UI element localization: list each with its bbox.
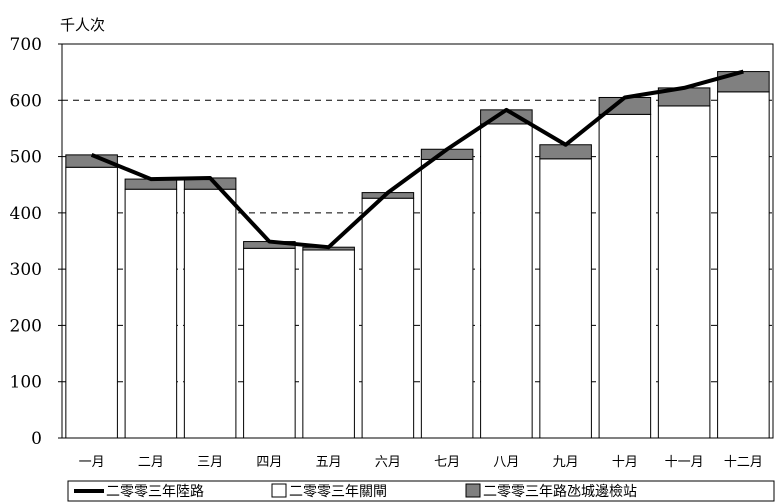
line-series: [90, 69, 744, 250]
y-unit-label: 千人次: [60, 16, 105, 34]
y-tick-label: 700: [10, 35, 42, 55]
x-tick-label: 五月: [316, 455, 342, 470]
y-tick-label: 0: [31, 429, 42, 449]
bar-segment-kwan-iam: [657, 105, 711, 439]
bar-segment-kwan-iam: [65, 166, 118, 439]
bar-segment-kwan-iam: [598, 113, 652, 439]
bar-segment-kwan-iam: [124, 188, 178, 439]
bars: [65, 71, 770, 439]
y-axis-ticks: 0 100 200 300 400 500 600 700: [10, 35, 62, 449]
grid-lines: [62, 99, 773, 383]
x-tick-label: 十一月: [665, 455, 704, 470]
y-tick-label: 300: [10, 260, 42, 280]
legend-label-grey: 二零零三年路氹城邊檢站: [483, 483, 637, 500]
y-tick-label: 100: [10, 373, 42, 393]
bar-segment-kwan-iam: [717, 91, 770, 439]
x-tick-label: 七月: [434, 455, 460, 470]
bar-segment-kwan-iam: [302, 249, 355, 439]
x-tick-label: 十二月: [724, 455, 763, 470]
bar-segment-kwan-iam: [361, 197, 415, 439]
legend-label-line: 二零零三年陸路: [106, 484, 204, 500]
bar-segment-kwan-iam: [420, 158, 474, 439]
x-tick-label: 二月: [138, 455, 164, 470]
legend-swatch-white: [271, 483, 287, 498]
legend-frame: [67, 480, 775, 502]
bar-segment-kwan-iam: [539, 158, 592, 439]
x-tick-label: 九月: [553, 455, 579, 470]
plot-frame: [61, 43, 774, 439]
y-tick-label: 600: [10, 91, 42, 111]
bar-segment-kwan-iam: [243, 247, 296, 439]
bar-segment-kwan-iam: [480, 123, 533, 439]
legend: 二零零三年陸路 二零零三年關閘 二零零三年路氹城邊檢站: [67, 480, 775, 502]
plot-border: [61, 43, 774, 439]
x-tick-label: 三月: [197, 455, 223, 470]
x-tick-label: 八月: [493, 455, 519, 470]
y-tick-label: 500: [10, 148, 42, 168]
x-axis-labels: 一月 二月 三月 四月 五月 六月 七月 八月 九月 十月 十一月 十二月: [79, 455, 763, 470]
bar-segment-kwan-iam: [183, 188, 237, 439]
bar-segment-cotai: [539, 144, 592, 160]
x-tick-label: 六月: [375, 455, 401, 470]
legend-swatch-grey: [465, 483, 481, 498]
legend-label-white: 二零零三年關閘: [289, 484, 387, 500]
x-tick-label: 一月: [79, 455, 105, 470]
x-tick-label: 十月: [612, 455, 638, 470]
y-tick-label: 200: [10, 316, 42, 336]
series-line-land: [90, 69, 744, 250]
y-tick-label: 400: [10, 204, 42, 224]
x-tick-label: 四月: [256, 455, 282, 470]
